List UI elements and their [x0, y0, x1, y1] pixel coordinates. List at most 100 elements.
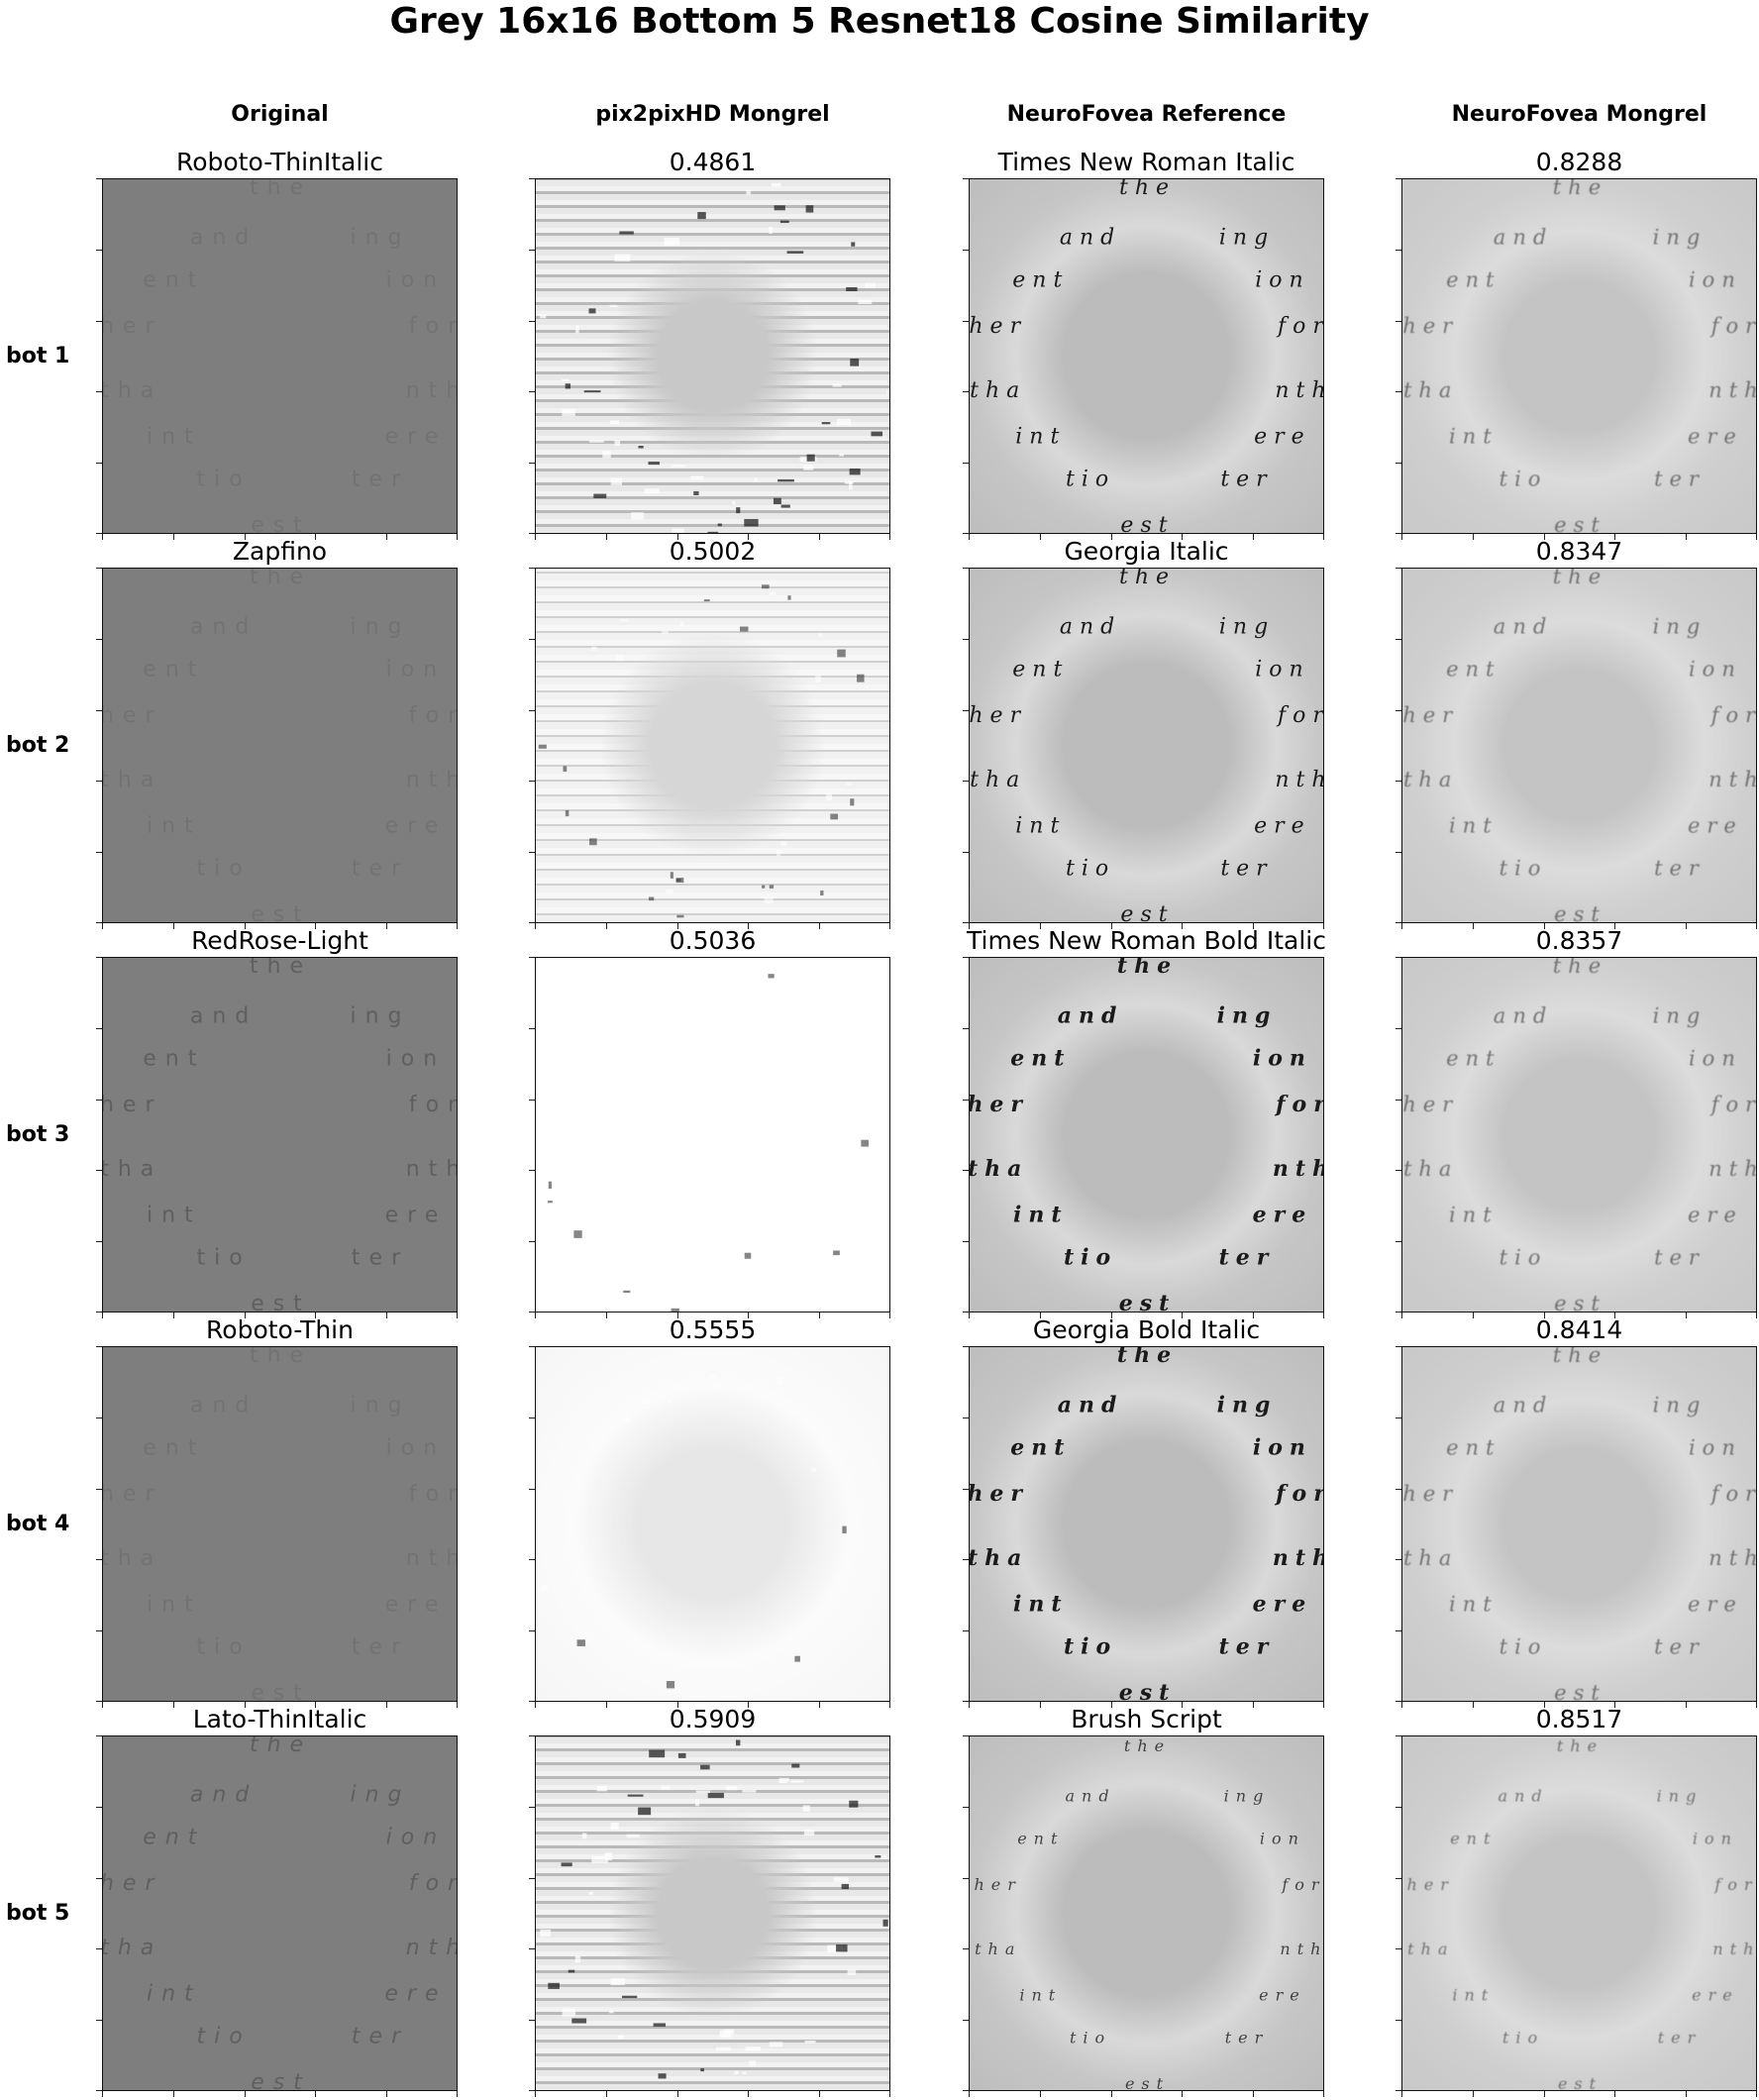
ring-words: the and ing ent ion her for tha nth int ere tio ter e…	[1402, 958, 1757, 1312]
ring-word: for	[1709, 1093, 1757, 1116]
y-axis-tick	[529, 957, 535, 958]
x-axis-tick	[676, 1312, 678, 1318]
ring-word: ter	[1219, 1634, 1276, 1660]
x-axis-tick	[605, 1702, 607, 1708]
ring-word: tha	[975, 1940, 1021, 1958]
y-axis-tick	[529, 533, 535, 534]
ring-word: and	[190, 1393, 258, 1418]
row-label: bot 4	[6, 1511, 70, 1536]
ring-word: ing	[1224, 1786, 1271, 1805]
x-axis-tick	[1182, 923, 1184, 929]
x-axis-tick	[1756, 1702, 1757, 1708]
ring-word: her	[970, 1481, 1029, 1507]
y-axis-tick	[96, 320, 102, 322]
ring-word: tha	[1403, 378, 1458, 402]
ring-word: and	[190, 1003, 258, 1028]
ring-word: ing	[351, 225, 411, 250]
ring-word: ere	[1254, 424, 1311, 449]
ring-word: the	[1119, 179, 1176, 200]
x-axis-tick	[889, 923, 890, 929]
y-axis-tick	[963, 178, 969, 179]
neurofovea-reference-image-panel: the and ing ent ion her for tha nth int ere tio ter e…	[969, 1735, 1324, 2091]
panel-title-pix2pix-score: 0.5036	[669, 926, 757, 955]
ring-word: ere	[385, 424, 448, 449]
x-axis-tick	[457, 534, 458, 540]
ring-word: ing	[1653, 614, 1707, 638]
panel-title-mongrel-score: 0.8347	[1535, 537, 1623, 566]
ring-word: tha	[1407, 1940, 1454, 1958]
ring-word: the	[250, 179, 312, 200]
ring-word: ing	[1217, 1392, 1278, 1418]
y-axis-tick	[96, 2020, 102, 2022]
y-axis-tick	[1396, 463, 1401, 465]
ring-word: and	[190, 1782, 258, 1807]
x-axis-tick	[1614, 534, 1616, 540]
x-axis-tick	[386, 923, 388, 929]
x-axis-tick	[969, 1312, 970, 1318]
ring-word: for	[1274, 1092, 1324, 1117]
neurofovea-mongrel-image-panel: the and ing ent ion her for tha nth int ere tio ter e…	[1401, 568, 1757, 923]
ring-word: ing	[1219, 225, 1275, 250]
y-axis-tick	[529, 1877, 535, 1879]
x-axis-tick	[457, 1312, 458, 1318]
y-axis-tick	[529, 1170, 535, 1172]
ring-word: int	[147, 813, 202, 838]
ring-word: the	[1557, 1736, 1604, 1755]
ring-word: ter	[1654, 857, 1706, 881]
y-axis-tick	[963, 852, 969, 854]
y-axis-tick	[963, 1948, 969, 1950]
ring-word: ion	[1689, 1047, 1742, 1071]
x-axis-tick	[1472, 1702, 1474, 1708]
ring-word: the	[1553, 958, 1607, 978]
ring-word: her	[970, 703, 1027, 728]
ring-word: ing	[351, 614, 411, 639]
y-axis-tick	[963, 2090, 969, 2091]
y-axis-tick	[963, 1488, 969, 1490]
y-axis-tick	[96, 249, 102, 251]
x-axis-tick	[969, 1702, 970, 1708]
ring-word: and	[1060, 225, 1121, 250]
x-axis-tick	[535, 1312, 536, 1318]
x-axis-tick	[1756, 923, 1757, 929]
ring-words: the and ing ent ion her for tha nth int ere tio ter e…	[103, 958, 457, 1312]
ring-word: ion	[1689, 1436, 1742, 1460]
ring-word: tio	[1066, 468, 1115, 492]
ring-word: ent	[143, 1826, 205, 1850]
ring-word: ter	[352, 1246, 409, 1271]
ring-word: int	[1449, 1203, 1499, 1226]
ring-word: ere	[1688, 424, 1743, 448]
y-axis-tick	[529, 391, 535, 393]
y-axis-tick	[963, 568, 969, 569]
ring-word: tio	[196, 1246, 251, 1271]
ring-word: ing	[351, 1003, 411, 1028]
x-axis-tick	[244, 1312, 246, 1318]
ring-word: and	[1066, 1786, 1116, 1805]
ring-word: for	[1709, 314, 1757, 338]
x-axis-tick	[1182, 2091, 1184, 2097]
ring-words: the and ing ent ion her for tha nth int ere tio ter e…	[975, 1736, 1321, 2090]
x-axis-tick	[1110, 1702, 1112, 1708]
ring-word: for	[409, 1482, 458, 1507]
ring-word: ter	[1654, 1635, 1706, 1659]
ring-word: the	[250, 958, 312, 979]
y-axis-tick	[529, 1735, 535, 1736]
ring-word: est	[251, 513, 311, 534]
panel-title-reference-font: Brush Script	[1071, 1705, 1222, 1733]
ring-word: her	[103, 1482, 162, 1507]
ring-word: ion	[1255, 658, 1309, 682]
ring-word: tio	[1064, 1245, 1117, 1271]
original-image-panel: the and ing ent ion her for tha nth int ere tio ter e…	[102, 1346, 458, 1702]
x-axis-tick	[1253, 534, 1255, 540]
y-axis-tick	[1396, 1346, 1401, 1347]
ring-word: int	[1452, 1985, 1495, 2004]
column-header-neurofovea-reference: NeuroFovea Reference	[1006, 102, 1287, 127]
panel-title-pix2pix-score: 0.5555	[669, 1315, 757, 1344]
neurofovea-reference-image-panel: the and ing ent ion her for tha nth int ere tio ter e…	[969, 1346, 1324, 1702]
x-axis-tick	[315, 923, 317, 929]
y-axis-tick	[96, 463, 102, 465]
x-axis-tick	[244, 2091, 246, 2097]
ring-word: and	[1058, 1002, 1124, 1028]
neurofovea-mongrel-image-panel: the and ing ent ion her for tha nth int ere tio ter e…	[1401, 1346, 1757, 1702]
y-axis-tick	[963, 533, 969, 534]
ring-word: int	[1013, 1591, 1069, 1617]
